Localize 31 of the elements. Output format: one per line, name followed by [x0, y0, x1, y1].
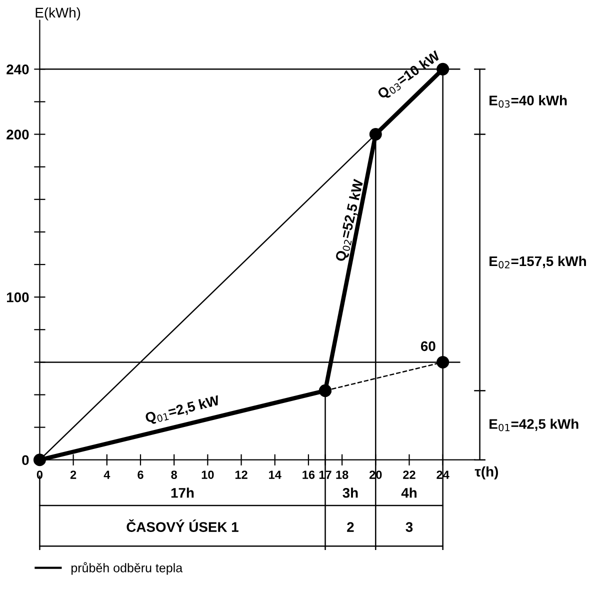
text: 2: [347, 522, 354, 532]
x-tick-label: 2: [70, 470, 76, 479]
annotation: 60: [420, 341, 436, 352]
text: E$_{01}$=42,5 kWh: [490, 418, 578, 432]
text: 3: [406, 522, 413, 532]
text: ČASOVÝ ÚSEK 1: [126, 519, 238, 532]
x-tick-label: 14: [269, 470, 282, 479]
y-tick-label: 200: [6, 130, 29, 140]
text: E$_{02}$=157,5 kWh: [490, 256, 586, 268]
x-tick-label: 4: [104, 470, 110, 479]
text: 3h: [342, 488, 358, 498]
x-tick-label: 18: [336, 470, 348, 479]
legend-label: průběh odběru tepla: [71, 562, 183, 575]
text: E$_{03}$=40 kWh: [490, 95, 567, 108]
x-tick-label: 0: [36, 470, 43, 479]
text: 4h: [401, 488, 416, 498]
x-tick-label: 22: [403, 470, 416, 479]
y-axis-title: E(kWh): [36, 7, 80, 20]
annotation: Q$_{03}$=10 kW: [376, 50, 442, 102]
x-axis-title: τ(h): [474, 466, 498, 480]
y-tick-label: 0: [22, 455, 29, 466]
annotation: Q$_{01}$=2,5 kW: [144, 394, 221, 426]
x-tick-label: 8: [171, 470, 178, 479]
x-tick-label: 12: [235, 470, 248, 479]
x-tick-label: 10: [202, 470, 214, 479]
text: 17h: [171, 488, 194, 498]
y-tick-label: 100: [7, 292, 29, 302]
x-tick-label: 16: [302, 470, 315, 479]
x-tick-label: 6: [138, 470, 144, 479]
annotation: Q$_{02}$=52,5 kW: [334, 178, 366, 262]
y-tick-label: 240: [6, 64, 29, 74]
